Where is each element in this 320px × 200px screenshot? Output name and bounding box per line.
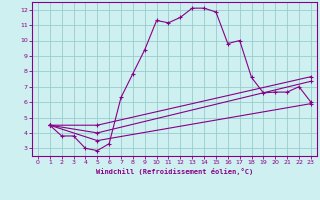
X-axis label: Windchill (Refroidissement éolien,°C): Windchill (Refroidissement éolien,°C) <box>96 168 253 175</box>
